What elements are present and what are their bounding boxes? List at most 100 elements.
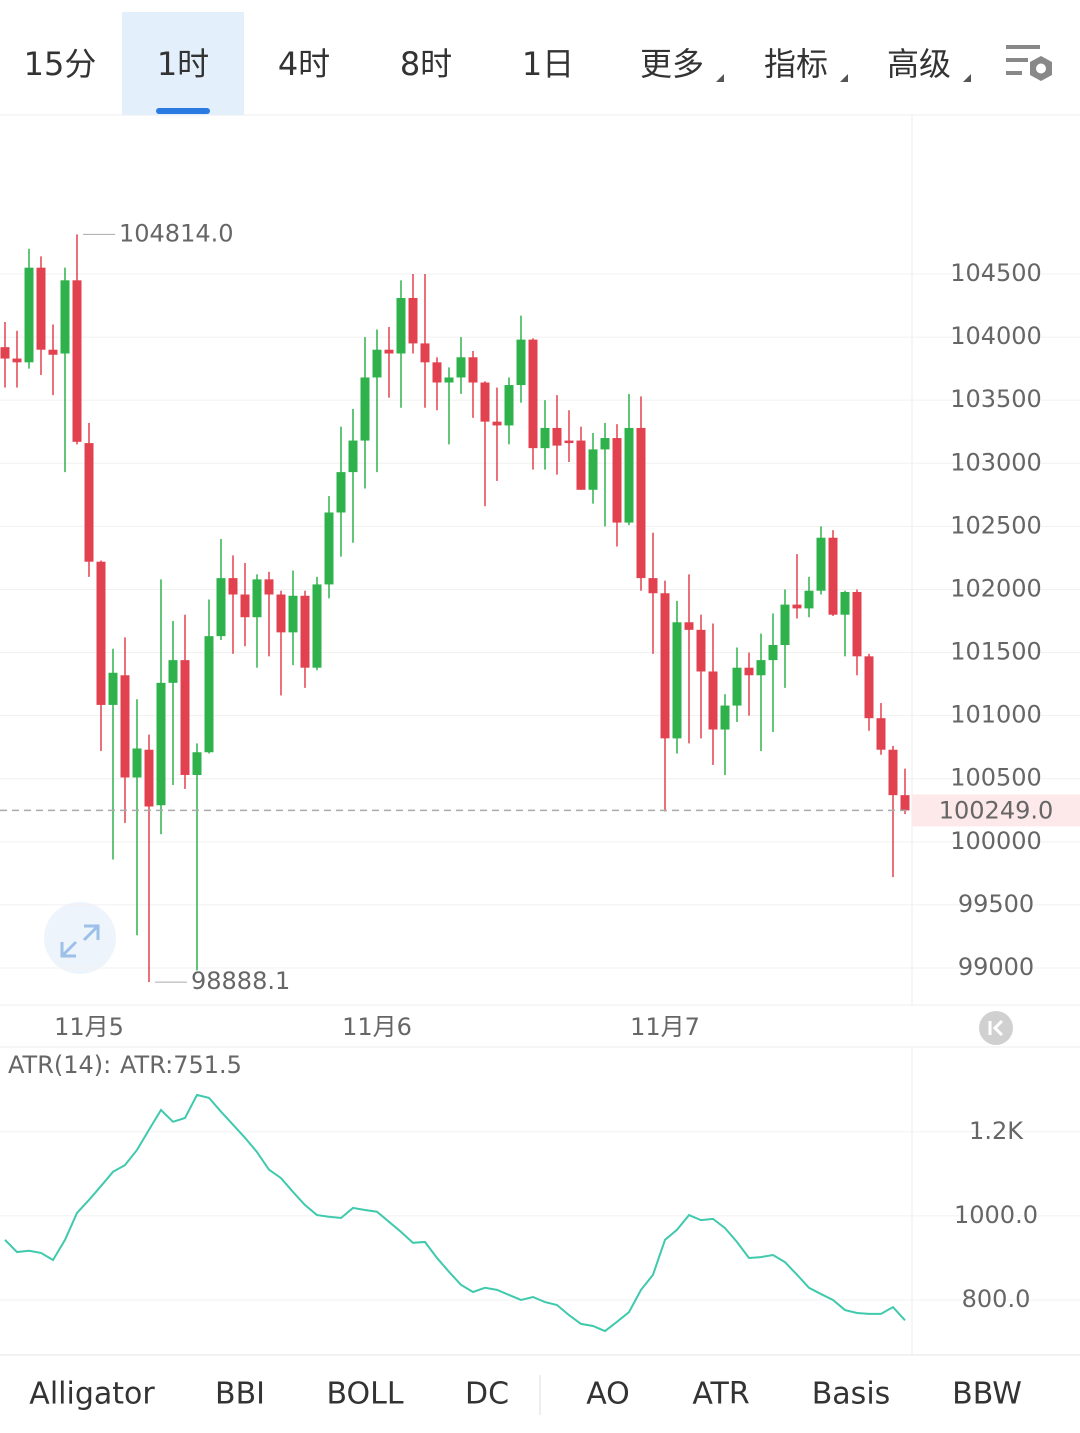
candle-body [60, 280, 70, 354]
dropdown-arrow [716, 74, 724, 82]
candle-body [264, 579, 274, 595]
candle-body [564, 440, 574, 444]
candle-body [96, 561, 106, 705]
settings-icon[interactable] [1006, 45, 1052, 81]
candle-body [780, 604, 790, 645]
active-tab-indicator [156, 108, 210, 114]
indicator-tab[interactable]: BBI [215, 1377, 265, 1412]
top-tab[interactable]: 更多 [640, 45, 704, 83]
x-tick-label: 11月7 [630, 1013, 700, 1041]
candle-body [180, 660, 190, 775]
indicator-title: ATR(14): [8, 1051, 111, 1079]
indicator-tab[interactable]: Alligator [29, 1377, 155, 1412]
top-tab[interactable]: 15分 [24, 45, 97, 83]
candle-body [348, 440, 358, 473]
y-tick-label: 103500 [950, 385, 1042, 413]
active-tab-bg [122, 12, 244, 115]
candle-body [816, 537, 826, 591]
y-tick-label: 104000 [950, 322, 1042, 350]
candle-body [384, 349, 394, 354]
candle-body [156, 682, 166, 806]
candle-body [336, 472, 346, 513]
candle-body [600, 438, 610, 450]
candle-body [900, 795, 910, 811]
candle-body [84, 443, 94, 562]
candle-body [888, 749, 898, 796]
candle-body [24, 267, 34, 363]
candle-body [396, 297, 406, 354]
candle-body [12, 358, 22, 363]
icon [988, 1019, 1004, 1037]
indicator-tab[interactable]: AO [586, 1377, 630, 1412]
y-tick-label: 101500 [950, 638, 1042, 666]
top-tab[interactable]: 4时 [278, 45, 330, 83]
candle-body [708, 671, 718, 730]
candle-body [228, 578, 238, 595]
candle-body [432, 362, 442, 383]
candle-body [300, 595, 310, 668]
indicator-tab[interactable]: ATR [692, 1377, 749, 1412]
candle-body [456, 357, 466, 378]
candle-body [612, 438, 622, 523]
candle-body [552, 427, 562, 446]
candle-body [828, 537, 838, 615]
candle-body [468, 357, 478, 383]
y-tick-label: 1.2K [969, 1117, 1024, 1145]
candle-body [504, 385, 514, 426]
candle-body [684, 622, 694, 630]
candle-body [864, 656, 874, 719]
candle-body [408, 297, 418, 344]
top-tab[interactable]: 指标 [764, 45, 828, 83]
candle-body [120, 675, 130, 778]
candle-body [480, 382, 490, 422]
icon-bar [1006, 58, 1028, 62]
indicator-tab[interactable]: BOLL [326, 1377, 403, 1412]
candle-body [420, 343, 430, 363]
candle-body [840, 591, 850, 615]
candle-body [204, 636, 214, 753]
y-tick-label: 100000 [950, 827, 1042, 855]
candle-body [732, 667, 742, 706]
candle-body [540, 427, 550, 449]
candle-body [240, 594, 250, 618]
candle-body [696, 629, 706, 672]
top-tab[interactable]: 1时 [157, 45, 209, 83]
candle-body [0, 347, 10, 359]
top-tab[interactable]: 高级 [887, 45, 951, 83]
expand-icon [60, 924, 100, 958]
candle-body [36, 267, 46, 350]
indicator-tab[interactable]: BBW [952, 1377, 1022, 1412]
candle-body [804, 590, 814, 609]
extreme-label: 104814.0 [119, 219, 234, 247]
scroll-end-button[interactable] [979, 1011, 1013, 1045]
candle-body [876, 718, 886, 750]
candle-body [108, 672, 118, 705]
candle-body [372, 349, 382, 378]
y-tick-label: 102500 [950, 511, 1042, 539]
x-tick-label: 11月5 [54, 1013, 124, 1041]
top-tab[interactable]: 8时 [400, 45, 452, 83]
button-bg [44, 902, 116, 974]
candle-body [636, 427, 646, 579]
y-tick-label: 103000 [950, 448, 1042, 476]
indicator-tab[interactable]: DC [465, 1377, 509, 1412]
candle-body [72, 280, 82, 442]
candle-body [276, 594, 286, 633]
icon-hole [1036, 63, 1046, 74]
expand-button[interactable] [44, 902, 116, 974]
candle-body [528, 339, 538, 449]
candle-body [576, 440, 586, 490]
candle-body [648, 578, 658, 594]
candle-body [492, 421, 502, 426]
indicator-tab[interactable]: Basis [812, 1377, 891, 1412]
y-tick-label: 100500 [950, 764, 1042, 792]
top-tab[interactable]: 1日 [522, 45, 574, 83]
y-tick-label: 1000.0 [954, 1201, 1038, 1229]
last-price-bg [912, 794, 1080, 827]
indicator-value: ATR:751.5 [120, 1051, 242, 1079]
candle-body [624, 427, 634, 523]
candle-body [252, 579, 262, 618]
